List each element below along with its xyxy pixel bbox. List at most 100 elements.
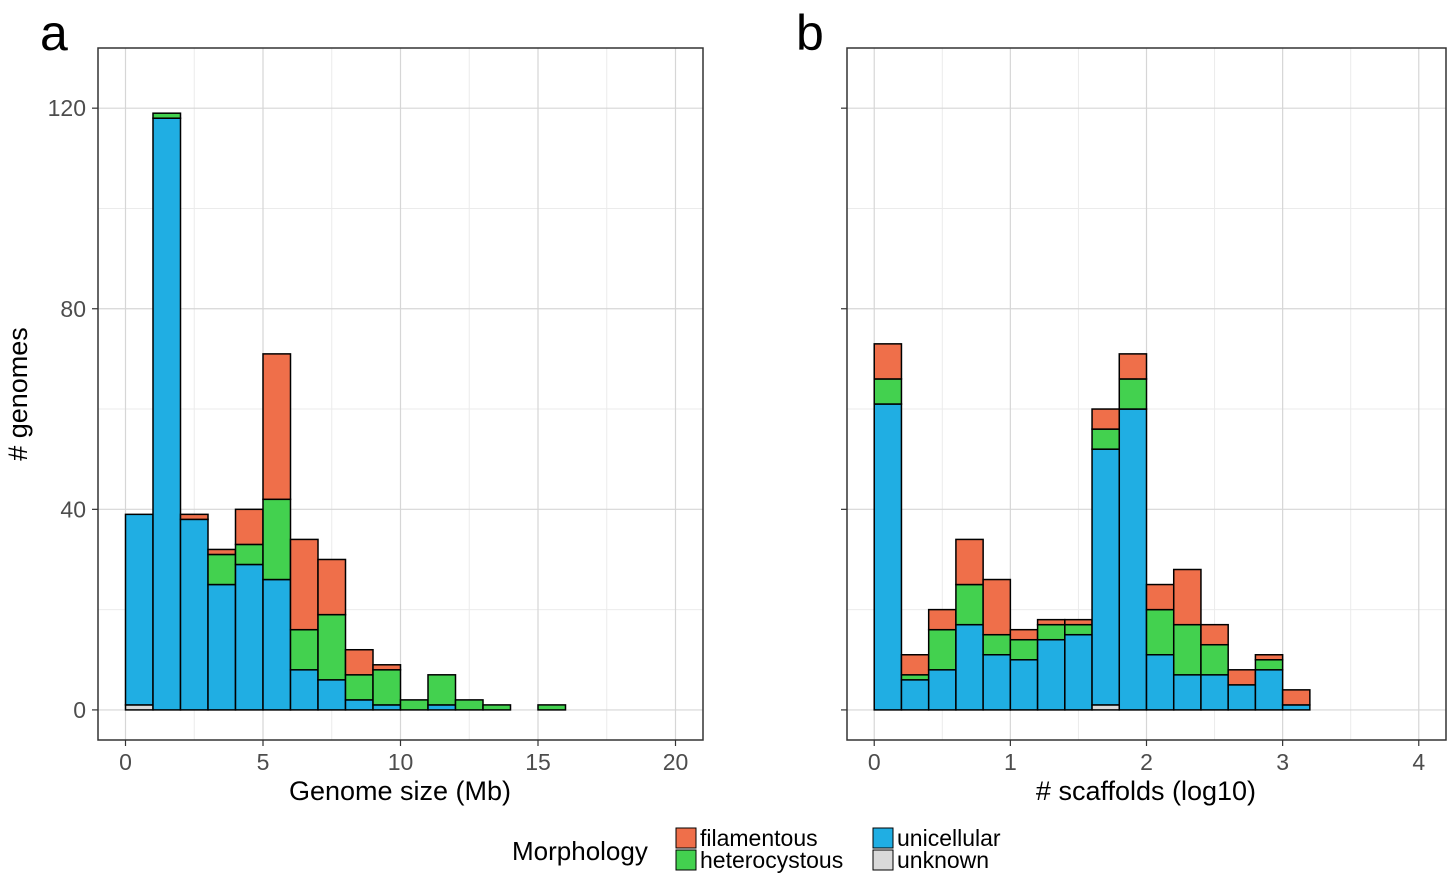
bar-a-heterocystous-bin5: [262, 498, 292, 581]
legend-label-filamentous: filamentous: [700, 825, 818, 851]
bar-a-unicellular-bin3: [207, 583, 237, 711]
panel-a-grid: [98, 48, 703, 740]
bar-b-unicellular-bin2: [927, 669, 957, 711]
bar-a-unicellular-bin11: [427, 704, 457, 711]
bar-b-filamentous-bin8: [1091, 408, 1121, 430]
bar-a-filamentous-bin5: [262, 353, 292, 501]
bar-b-filamentous-bin10: [1145, 583, 1175, 611]
bar-a-unicellular-bin9: [372, 704, 402, 711]
bar-b-unicellular-bin14: [1254, 669, 1284, 711]
panel-a: a 0 40 80 120 0 5 10 15 20 Genome size (Mb) # g…: [3, 5, 704, 806]
bar-b-heterocystous-bin0: [873, 378, 903, 405]
bar-a-unicellular-bin7: [317, 679, 347, 711]
legend-swatch-unicellular: [872, 827, 894, 849]
bar-a-heterocystous-bin4: [234, 543, 264, 566]
bar-b-filamentous-bin3: [955, 538, 984, 586]
bar-b-unicellular-bin10: [1145, 654, 1175, 711]
bar-b-heterocystous-bin10: [1145, 608, 1175, 656]
bar-b-filamentous-bin14: [1254, 654, 1284, 661]
bar-a-unknown-bin0: [124, 704, 154, 711]
bar-b-filamentous-bin15: [1281, 689, 1311, 706]
bar-b-filamentous-bin5: [1009, 628, 1039, 641]
bar-a-filamentous-bin9: [372, 664, 402, 671]
panel-a-y-ticks: 0 40 80 120: [48, 95, 98, 723]
bar-a-heterocystous-bin13: [482, 704, 512, 711]
bar-b-filamentous-bin1: [900, 654, 930, 676]
bar-b-filamentous-bin2: [927, 608, 957, 631]
bar-a-heterocystous-bin10: [399, 699, 429, 711]
bar-b-heterocystous-bin8: [1091, 428, 1121, 450]
bar-b-unicellular-bin1: [900, 679, 930, 711]
bar-a-unicellular-bin1: [152, 117, 182, 711]
bar-b-unicellular-bin8: [1091, 448, 1121, 706]
bar-b-filamentous-bin0: [873, 343, 903, 380]
y-tick-label: 80: [60, 296, 86, 322]
x-tick-label: 3: [1276, 749, 1289, 775]
bar-b-heterocystous-bin9: [1118, 378, 1148, 410]
bar-b-filamentous-bin6: [1036, 618, 1066, 626]
bar-b-heterocystous-bin11: [1172, 623, 1202, 676]
bar-b-unicellular-bin15: [1281, 704, 1311, 711]
legend: Morphology filamentous heterocystous uni…: [512, 825, 1001, 873]
bar-a-filamentous-bin4: [234, 508, 264, 546]
bar-a-filamentous-bin3: [207, 548, 237, 556]
bar-b-heterocystous-bin6: [1036, 623, 1066, 641]
panel-b-x-axis-title: # scaffolds (log10): [1036, 776, 1256, 806]
bar-b-heterocystous-bin2: [927, 628, 957, 671]
legend-swatch-heterocystous: [675, 849, 697, 871]
bar-b-unicellular-bin9: [1118, 408, 1148, 711]
bar-b-heterocystous-bin7: [1064, 623, 1093, 636]
bar-b-heterocystous-bin5: [1009, 638, 1039, 661]
x-tick-label: 1: [1004, 749, 1017, 775]
x-tick-label: 0: [119, 749, 132, 775]
bar-b-heterocystous-bin14: [1254, 659, 1284, 671]
bar-a-heterocystous-bin6: [289, 628, 319, 671]
bar-a-unicellular-bin0: [124, 513, 154, 706]
legend-label-unknown: unknown: [897, 847, 989, 873]
bar-b-filamentous-bin13: [1227, 669, 1257, 686]
bar-b-unicellular-bin0: [873, 403, 903, 711]
panel-b: b 0 1 2 3 4 # scaffolds (log10): [796, 5, 1447, 806]
panel-a-x-ticks: 0 5 10 15 20: [119, 740, 688, 775]
bar-a-heterocystous-bin8: [344, 674, 374, 701]
bar-a-unicellular-bin8: [344, 699, 374, 711]
bar-b-unicellular-bin3: [955, 623, 984, 711]
bar-a-heterocystous-bin15: [537, 704, 567, 711]
bar-a-unicellular-bin4: [234, 563, 264, 711]
bar-a-filamentous-bin8: [344, 648, 374, 676]
x-tick-label: 20: [663, 749, 689, 775]
y-tick-label: 0: [73, 697, 86, 723]
x-tick-label: 10: [388, 749, 414, 775]
bar-a-filamentous-bin6: [289, 538, 319, 631]
legend-label-heterocystous: heterocystous: [700, 847, 843, 873]
x-tick-label: 15: [525, 749, 551, 775]
bar-a-heterocystous-bin11: [427, 674, 457, 706]
bar-b-unicellular-bin7: [1064, 633, 1093, 711]
bar-b-unicellular-bin4: [982, 654, 1012, 711]
bar-b-heterocystous-bin4: [982, 633, 1012, 656]
bar-a-heterocystous-bin9: [372, 669, 402, 706]
bar-b-unicellular-bin6: [1036, 638, 1066, 711]
panel-b-bars: [873, 343, 1311, 711]
x-tick-label: 2: [1140, 749, 1153, 775]
bar-a-unicellular-bin5: [262, 578, 292, 711]
y-tick-label: 40: [60, 496, 86, 522]
bar-b-heterocystous-bin1: [900, 674, 930, 681]
legend-swatch-unknown: [872, 849, 894, 871]
y-tick-label: 120: [48, 95, 86, 121]
y-axis-title: # genomes: [3, 327, 33, 461]
bar-a-heterocystous-bin3: [207, 553, 237, 586]
panel-a-tag: a: [40, 5, 68, 61]
bar-b-filamentous-bin12: [1200, 623, 1229, 646]
legend-label-unicellular: unicellular: [897, 825, 1001, 851]
panel-b-x-ticks: 0 1 2 3 4: [841, 107, 1425, 775]
bar-b-heterocystous-bin3: [955, 583, 984, 626]
bar-a-heterocystous-bin7: [317, 613, 347, 681]
bar-b-filamentous-bin9: [1118, 353, 1148, 380]
bar-a-unicellular-bin2: [179, 518, 209, 711]
bar-b-filamentous-bin4: [982, 578, 1012, 636]
bar-a-filamentous-bin7: [317, 558, 347, 616]
panel-a-bars: [124, 112, 567, 711]
bar-a-unicellular-bin6: [289, 669, 319, 711]
